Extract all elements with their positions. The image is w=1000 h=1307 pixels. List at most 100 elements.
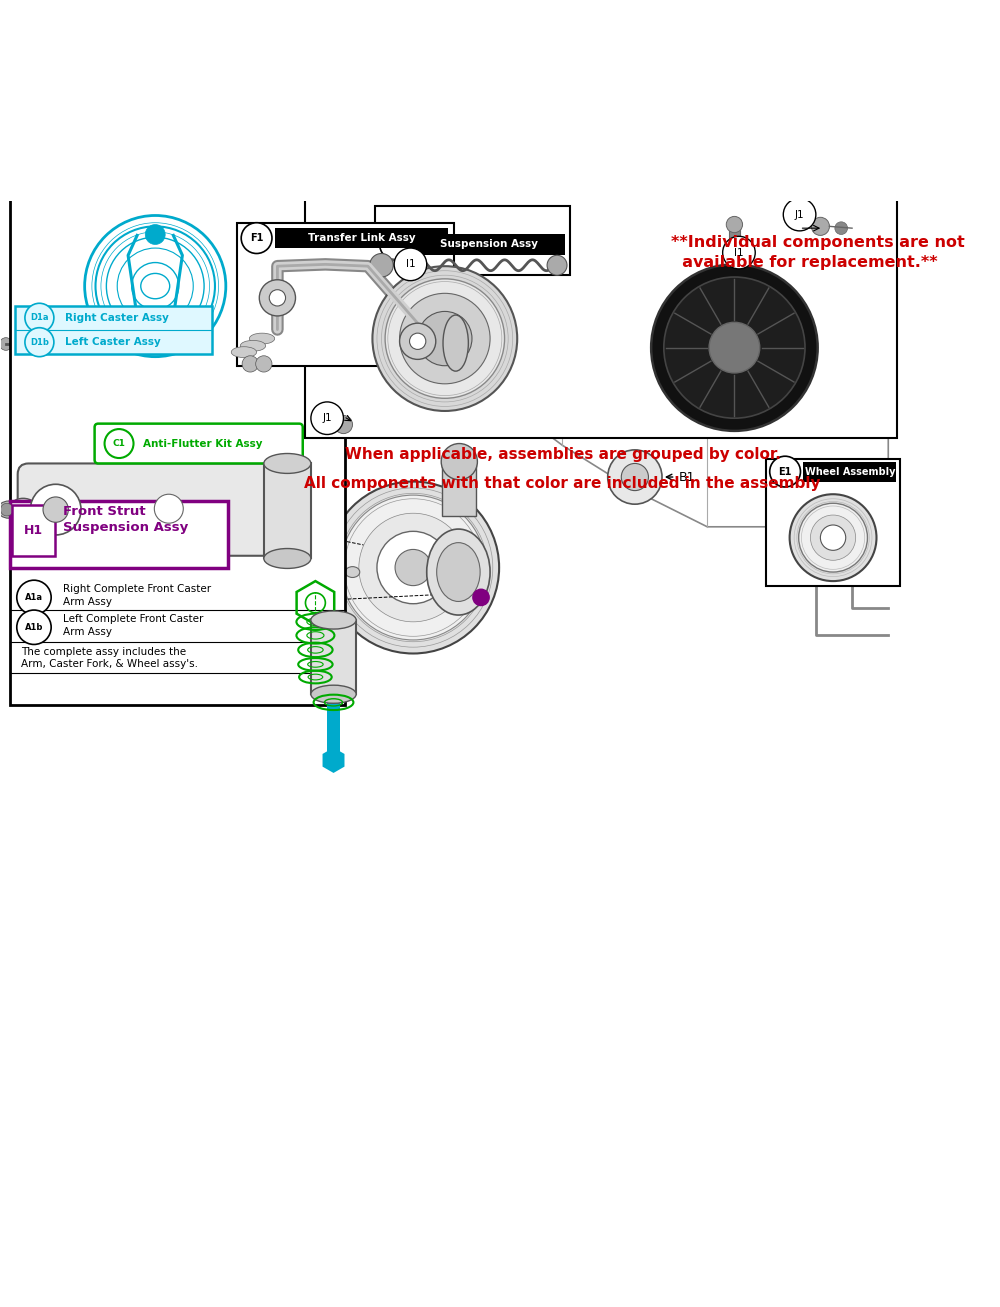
Circle shape — [709, 323, 760, 372]
Circle shape — [17, 610, 51, 644]
FancyBboxPatch shape — [10, 501, 228, 569]
Circle shape — [811, 217, 829, 235]
Circle shape — [441, 443, 477, 480]
Ellipse shape — [249, 333, 275, 344]
Circle shape — [835, 222, 848, 234]
Bar — [187, 512, 203, 528]
Circle shape — [154, 494, 183, 523]
Circle shape — [25, 303, 54, 332]
Text: I1: I1 — [406, 259, 415, 269]
FancyBboxPatch shape — [95, 423, 303, 464]
FancyBboxPatch shape — [275, 229, 448, 248]
Text: The complete assy includes the
Arm, Caster Fork, & Wheel assy's.: The complete assy includes the Arm, Cast… — [21, 647, 198, 669]
Circle shape — [359, 514, 467, 622]
Circle shape — [810, 515, 856, 561]
Circle shape — [843, 400, 861, 418]
Ellipse shape — [311, 685, 356, 703]
Text: Left Complete Front Caster
Arm Assy: Left Complete Front Caster Arm Assy — [63, 614, 203, 637]
Text: B1: B1 — [678, 471, 695, 484]
Ellipse shape — [443, 315, 468, 371]
Text: Front Strut
Suspension Assy: Front Strut Suspension Assy — [63, 505, 188, 535]
Circle shape — [664, 277, 805, 418]
Circle shape — [105, 429, 134, 457]
Circle shape — [395, 549, 431, 586]
Circle shape — [11, 337, 24, 350]
Circle shape — [726, 217, 743, 233]
Ellipse shape — [130, 454, 150, 467]
Ellipse shape — [304, 562, 329, 576]
Text: I1: I1 — [734, 247, 744, 257]
Circle shape — [269, 290, 286, 306]
Circle shape — [370, 254, 393, 277]
Circle shape — [377, 532, 449, 604]
Circle shape — [473, 589, 489, 605]
Ellipse shape — [311, 610, 356, 629]
Circle shape — [803, 396, 829, 422]
Circle shape — [723, 237, 755, 269]
Ellipse shape — [52, 389, 78, 404]
Ellipse shape — [25, 375, 50, 389]
FancyBboxPatch shape — [15, 306, 212, 354]
Ellipse shape — [138, 468, 158, 481]
Circle shape — [799, 503, 867, 572]
FancyBboxPatch shape — [766, 459, 900, 586]
Text: D1a: D1a — [30, 314, 49, 323]
Circle shape — [25, 328, 54, 357]
FancyBboxPatch shape — [413, 234, 565, 255]
Ellipse shape — [218, 567, 234, 576]
Text: Right Complete Front Caster
Arm Assy: Right Complete Front Caster Arm Assy — [63, 584, 211, 606]
Bar — [327, 702, 340, 758]
Text: **Individual components are not
  available for replacement.**: **Individual components are not availabl… — [671, 235, 965, 271]
FancyBboxPatch shape — [10, 149, 345, 704]
Circle shape — [227, 571, 256, 600]
Circle shape — [327, 481, 499, 654]
Circle shape — [145, 225, 165, 244]
Text: F1: F1 — [250, 233, 263, 243]
Text: When applicable, assemblies are grouped by color.: When applicable, assemblies are grouped … — [345, 447, 780, 461]
Circle shape — [646, 302, 660, 316]
Text: Transfer Link Assy: Transfer Link Assy — [308, 233, 415, 243]
Bar — [729, 229, 740, 264]
Circle shape — [400, 293, 490, 384]
Text: Wheel Assembly: Wheel Assembly — [805, 467, 896, 477]
Circle shape — [65, 288, 83, 305]
Circle shape — [608, 450, 662, 505]
Text: All components with that color are included in the assembly: All components with that color are inclu… — [304, 476, 821, 491]
Bar — [442, 461, 476, 516]
Circle shape — [311, 403, 343, 434]
Ellipse shape — [264, 549, 311, 569]
Circle shape — [790, 494, 876, 582]
Circle shape — [380, 229, 410, 260]
Circle shape — [145, 472, 174, 501]
Circle shape — [95, 358, 116, 379]
Circle shape — [43, 497, 68, 523]
Ellipse shape — [227, 582, 243, 591]
Circle shape — [770, 456, 800, 488]
Text: Left Caster Assy: Left Caster Assy — [65, 337, 160, 348]
Ellipse shape — [325, 563, 343, 574]
Text: J1: J1 — [322, 413, 332, 423]
FancyBboxPatch shape — [375, 205, 570, 276]
Circle shape — [256, 356, 272, 372]
Circle shape — [772, 302, 787, 316]
Bar — [311, 620, 356, 694]
Ellipse shape — [240, 340, 266, 352]
Circle shape — [241, 222, 272, 254]
Circle shape — [115, 269, 141, 295]
Ellipse shape — [427, 529, 490, 616]
Text: Anti-Flutter Kit Assy: Anti-Flutter Kit Assy — [143, 439, 262, 448]
FancyBboxPatch shape — [237, 222, 454, 366]
Circle shape — [820, 525, 846, 550]
Circle shape — [400, 323, 436, 359]
Circle shape — [709, 302, 724, 316]
Ellipse shape — [231, 346, 257, 358]
Bar — [264, 464, 311, 558]
Circle shape — [372, 267, 517, 410]
Ellipse shape — [9, 498, 38, 521]
Ellipse shape — [222, 575, 238, 584]
Circle shape — [54, 276, 94, 316]
Circle shape — [17, 580, 51, 614]
Text: G1: G1 — [388, 239, 402, 250]
Text: A1a: A1a — [25, 593, 43, 603]
Circle shape — [582, 302, 597, 316]
